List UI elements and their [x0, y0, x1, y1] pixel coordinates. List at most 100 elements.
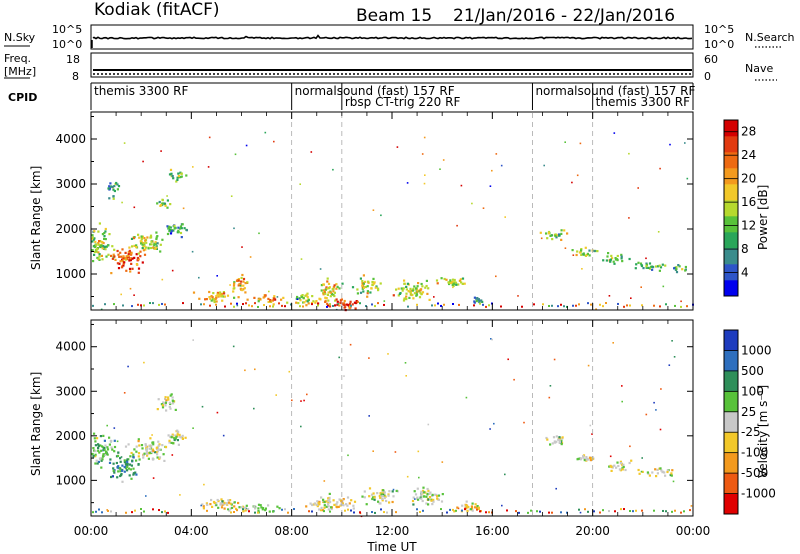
- range-gate-cell: [369, 291, 372, 294]
- range-gate-cell: [523, 421, 525, 424]
- range-gate-cell: [176, 178, 179, 181]
- range-gate-cell: [243, 287, 246, 290]
- range-gate-cell: [221, 503, 224, 506]
- range-gate-cell: [176, 176, 179, 179]
- range-gate-cell: [225, 502, 228, 505]
- range-gate-cell: [656, 468, 659, 471]
- range-gate-cell: [210, 299, 213, 302]
- range-gate-cell: [361, 495, 364, 498]
- range-gate-cell: [332, 304, 334, 307]
- range-gate-cell: [422, 489, 425, 492]
- x-axis-label: Time UT: [366, 540, 417, 554]
- colorbar-tick-label: 25: [741, 405, 756, 419]
- range-gate-cell: [374, 286, 377, 289]
- range-gate-cell: [465, 396, 468, 399]
- range-gate-cell: [428, 298, 431, 301]
- range-gate-cell: [107, 253, 110, 256]
- range-gate-cell: [245, 144, 248, 147]
- range-gate-cell: [347, 304, 350, 307]
- range-gate-cell: [145, 495, 147, 497]
- range-gate-cell: [242, 280, 245, 283]
- range-gate-cell: [297, 302, 300, 305]
- range-gate-cell: [421, 291, 425, 294]
- range-gate-cell: [172, 442, 175, 445]
- range-gate-cell: [327, 299, 330, 302]
- range-gate-cell: [202, 505, 205, 508]
- range-gate-cell: [170, 436, 173, 439]
- range-gate-cell: [383, 303, 385, 306]
- range-gate-cell: [204, 298, 207, 301]
- range-gate-cell: [336, 285, 339, 288]
- range-gate-cell: [379, 282, 382, 285]
- range-gate-cell: [468, 508, 471, 511]
- range-gate-cell: [208, 290, 211, 294]
- range-gate-cell: [576, 250, 579, 253]
- range-gate-cell: [98, 240, 101, 243]
- range-gate-cell: [407, 305, 409, 308]
- range-gate-cell: [589, 424, 592, 427]
- range-gate-cell: [245, 302, 247, 305]
- range-gate-cell: [254, 302, 256, 305]
- range-gate-cell: [129, 270, 132, 273]
- range-gate-cell: [212, 292, 215, 295]
- range-gate-cell: [167, 398, 170, 401]
- range-gate-cell: [162, 402, 165, 405]
- range-gate-cell: [257, 305, 259, 308]
- colorbar-tick-label: 20: [741, 172, 756, 186]
- range-gate-cell: [155, 247, 158, 250]
- range-gate-cell: [171, 269, 174, 272]
- range-gate-cell: [362, 274, 365, 277]
- range-gate-cell: [365, 503, 368, 506]
- range-gate-cell: [156, 202, 159, 205]
- range-gate-cell: [326, 302, 329, 305]
- range-gate-cell: [558, 234, 561, 237]
- range-gate-cell: [388, 490, 391, 493]
- range-gate-cell: [142, 249, 145, 252]
- range-gate-cell: [457, 507, 460, 510]
- range-gate-cell: [98, 244, 102, 248]
- range-gate-cell: [350, 499, 353, 502]
- range-gate-cell: [356, 300, 359, 303]
- range-gate-cell: [171, 396, 174, 399]
- range-gate-cell: [539, 231, 542, 234]
- range-gate-cell: [121, 469, 124, 472]
- range-gate-cell: [630, 297, 632, 299]
- range-gate-cell: [101, 233, 104, 236]
- range-gate-cell: [659, 428, 662, 431]
- range-gate-cell: [177, 231, 180, 234]
- range-gate-cell: [366, 285, 369, 288]
- colorbar-segment: [724, 473, 738, 494]
- range-gate-cell: [427, 489, 430, 492]
- range-gate-cell: [91, 249, 94, 252]
- range-gate-cell: [133, 206, 136, 209]
- range-gate-cell: [576, 458, 579, 461]
- range-gate-cell: [113, 189, 116, 193]
- range-gate-cell: [170, 441, 173, 444]
- range-gate-cell: [298, 297, 301, 300]
- range-gate-cell: [681, 268, 684, 271]
- range-gate-cell: [425, 279, 428, 282]
- range-gate-cell: [128, 249, 131, 252]
- colorbar-tick-label: 4: [741, 266, 749, 280]
- range-gate-cell: [141, 447, 144, 450]
- range-gate-cell: [233, 296, 236, 299]
- range-gate-cell: [368, 487, 372, 490]
- range-gate-cell: [593, 249, 596, 253]
- range-gate-cell: [141, 235, 144, 238]
- range-gate-cell: [476, 297, 479, 300]
- range-gate-cell: [621, 400, 623, 403]
- range-gate-cell: [148, 451, 151, 454]
- range-gate-cell: [212, 297, 215, 301]
- range-gate-cell: [580, 248, 583, 251]
- range-gate-cell: [143, 242, 146, 245]
- range-gate-cell: [150, 246, 153, 250]
- range-gate-cell: [317, 302, 320, 305]
- range-gate-cell: [168, 227, 171, 230]
- range-gate-cell: [96, 462, 99, 465]
- range-gate-cell: [352, 507, 355, 510]
- range-gate-cell: [660, 469, 663, 472]
- range-gate-cell: [155, 237, 158, 241]
- range-gate-cell: [244, 291, 247, 294]
- range-gate-cell: [116, 262, 119, 265]
